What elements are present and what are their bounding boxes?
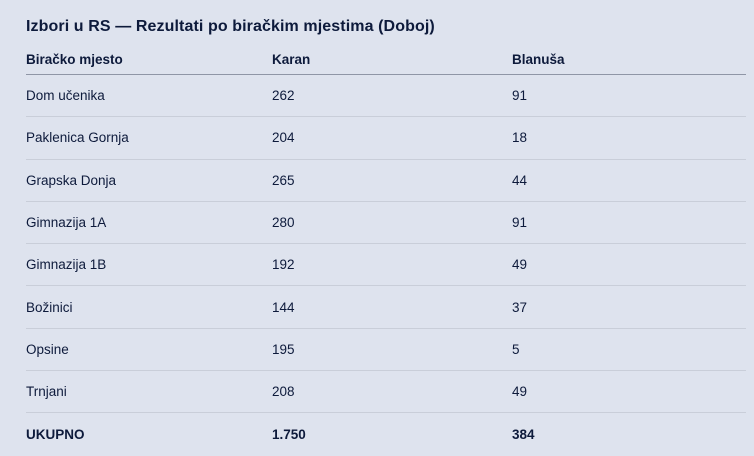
total-label: UKUPNO xyxy=(26,427,85,443)
karan-value: 265 xyxy=(272,172,295,188)
table-header-row: Biračko mjesto Karan Blanuša xyxy=(26,45,746,75)
blanusa-value: 49 xyxy=(512,257,528,273)
karan-value: 192 xyxy=(272,257,295,273)
total-blanusa-value: 384 xyxy=(512,427,535,443)
table-row: Opsine 195 5 xyxy=(26,329,746,372)
page-title: Izbori u RS — Rezultati po biračkim mjes… xyxy=(26,18,435,35)
karan-value: 262 xyxy=(272,88,295,104)
polling-place-name: Gimnazija 1A xyxy=(26,215,107,231)
polling-place-name: Dom učenika xyxy=(26,88,105,104)
blanusa-value: 37 xyxy=(512,299,528,315)
table-row: Dom učenika 262 91 xyxy=(26,75,746,118)
results-table: Biračko mjesto Karan Blanuša Dom učenika… xyxy=(26,45,746,456)
table-total-row: UKUPNO 1.750 384 xyxy=(26,413,746,455)
table-row: Trnjani 208 49 xyxy=(26,371,746,414)
table-row: Gimnazija 1B 192 49 xyxy=(26,244,746,287)
blanusa-value: 49 xyxy=(512,384,528,400)
karan-value: 204 xyxy=(272,130,295,146)
polling-place-name: Grapska Donja xyxy=(26,172,117,188)
polling-place-name: Opsine xyxy=(26,341,69,357)
total-karan-value: 1.750 xyxy=(272,427,306,443)
polling-place-name: Gimnazija 1B xyxy=(26,257,107,273)
polling-place-name: Trnjani xyxy=(26,384,67,400)
karan-value: 208 xyxy=(272,384,295,400)
karan-value: 195 xyxy=(272,341,295,357)
table-row: Božinici 144 37 xyxy=(26,286,746,329)
column-header-karan: Karan xyxy=(272,52,311,67)
blanusa-value: 5 xyxy=(512,341,520,357)
table-row: Paklenica Gornja 204 18 xyxy=(26,117,746,160)
column-header-biracko-mjesto: Biračko mjesto xyxy=(26,52,123,67)
blanusa-value: 91 xyxy=(512,88,528,104)
polling-place-name: Paklenica Gornja xyxy=(26,130,129,146)
table-row: Grapska Donja 265 44 xyxy=(26,160,746,202)
blanusa-value: 18 xyxy=(512,130,528,146)
polling-place-name: Božinici xyxy=(26,299,73,315)
blanusa-value: 91 xyxy=(512,215,528,231)
blanusa-value: 44 xyxy=(512,172,528,188)
column-header-blanusa: Blanuša xyxy=(512,52,565,67)
karan-value: 280 xyxy=(272,215,295,231)
table-row: Gimnazija 1A 280 91 xyxy=(26,202,746,245)
karan-value: 144 xyxy=(272,299,295,315)
